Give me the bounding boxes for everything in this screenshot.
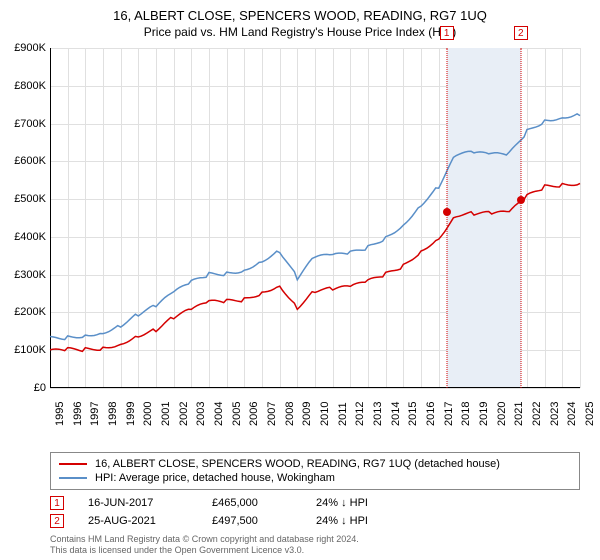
y-tick-label: £700K [2,118,46,130]
event-date: 16-JUN-2017 [88,497,188,509]
x-tick-label: 2022 [531,402,543,426]
series-line [50,114,580,340]
x-tick-label: 2009 [301,402,313,426]
x-tick-label: 2007 [266,402,278,426]
event-vline [520,48,521,388]
event-marker-box: 1 [440,26,454,40]
event-marker-box: 2 [514,26,528,40]
chart: £0£100K£200K£300K£400K£500K£600K£700K£80… [50,48,580,388]
event-date: 25-AUG-2021 [88,515,188,527]
y-tick-label: £800K [2,80,46,92]
y-tick-label: £600K [2,155,46,167]
x-tick-label: 2002 [178,402,190,426]
legend-label: 16, ALBERT CLOSE, SPENCERS WOOD, READING… [95,458,500,470]
legend-item: 16, ALBERT CLOSE, SPENCERS WOOD, READING… [59,457,571,471]
attribution-line: This data is licensed under the Open Gov… [50,545,580,556]
event-price: £465,000 [212,497,292,509]
x-tick-label: 2025 [584,402,596,426]
y-tick-label: £200K [2,306,46,318]
x-tick-label: 2010 [319,402,331,426]
x-tick-label: 2011 [337,402,349,426]
y-tick-label: £300K [2,269,46,281]
event-number-box: 2 [50,514,64,528]
attribution: Contains HM Land Registry data © Crown c… [50,534,580,556]
x-tick-label: 2018 [460,402,472,426]
events-table: 1 16-JUN-2017 £465,000 24% ↓ HPI 2 25-AUG-202… [50,494,580,530]
event-vline [446,48,447,388]
legend-item: HPI: Average price, detached house, Woki… [59,471,571,485]
x-tick-label: 2023 [549,402,561,426]
attribution-line: Contains HM Land Registry data © Crown c… [50,534,580,545]
y-tick-label: £900K [2,42,46,54]
event-delta: 24% ↓ HPI [316,515,406,527]
legend: 16, ALBERT CLOSE, SPENCERS WOOD, READING… [50,452,580,490]
legend-swatch [59,463,87,465]
y-tick-label: £500K [2,193,46,205]
y-tick-label: £100K [2,344,46,356]
x-tick-label: 2000 [142,402,154,426]
event-delta: 24% ↓ HPI [316,497,406,509]
y-tick-label: £0 [2,382,46,394]
x-tick-label: 2005 [231,402,243,426]
x-tick-label: 2004 [213,402,225,426]
x-tick-label: 1999 [125,402,137,426]
legend-swatch [59,477,87,479]
event-price: £497,500 [212,515,292,527]
event-marker-dot [517,196,525,204]
x-tick-label: 2024 [566,402,578,426]
event-row: 2 25-AUG-2021 £497,500 24% ↓ HPI [50,512,580,530]
x-tick-label: 2003 [195,402,207,426]
x-tick-label: 2013 [372,402,384,426]
x-tick-label: 2001 [160,402,172,426]
x-tick-label: 2016 [425,402,437,426]
page-title: 16, ALBERT CLOSE, SPENCERS WOOD, READING… [0,0,600,23]
x-tick-label: 2017 [443,402,455,426]
event-row: 1 16-JUN-2017 £465,000 24% ↓ HPI [50,494,580,512]
x-tick-label: 2008 [284,402,296,426]
x-tick-label: 2020 [496,402,508,426]
series-line [50,183,580,351]
x-tick-label: 2021 [513,402,525,426]
x-tick-label: 2015 [407,402,419,426]
x-tick-label: 2014 [390,402,402,426]
event-number-box: 1 [50,496,64,510]
y-tick-label: £400K [2,231,46,243]
x-tick-label: 2012 [354,402,366,426]
x-tick-label: 2019 [478,402,490,426]
x-tick-label: 1998 [107,402,119,426]
event-marker-dot [443,208,451,216]
x-tick-label: 2006 [248,402,260,426]
x-tick-label: 1995 [54,402,66,426]
x-tick-label: 1996 [72,402,84,426]
x-tick-label: 1997 [89,402,101,426]
legend-label: HPI: Average price, detached house, Woki… [95,472,335,484]
page-subtitle: Price paid vs. HM Land Registry's House … [0,23,600,39]
